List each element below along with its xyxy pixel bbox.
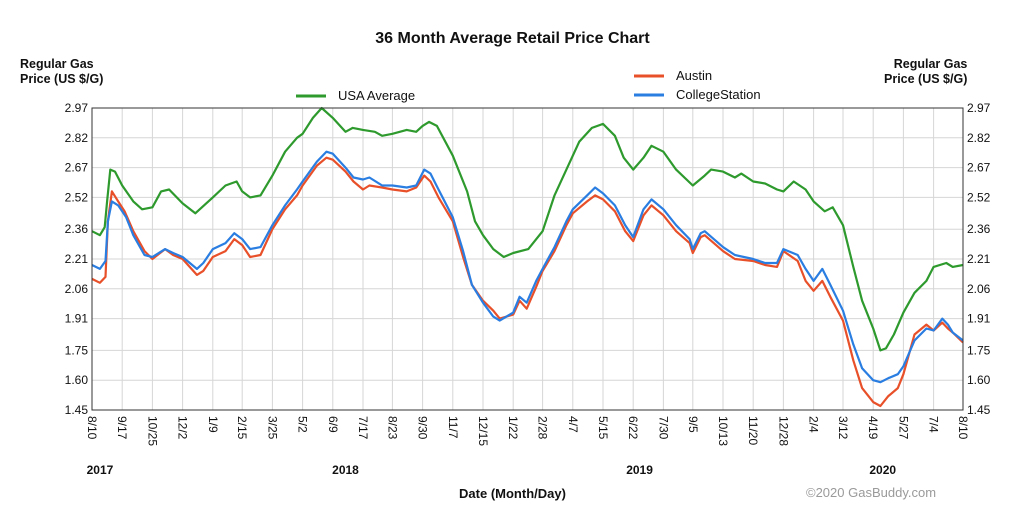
y-tick-label-right: 1.91	[967, 312, 991, 326]
x-tick-label: 12/2	[176, 416, 190, 440]
y-tick-label-right: 1.75	[967, 343, 991, 357]
x-tick-label: 9/30	[416, 416, 430, 440]
chart-legend: USA Average Austin CollegeStation	[296, 68, 761, 103]
x-tick-label: 7/30	[656, 416, 670, 440]
y-axis-title-right-line1: Regular Gas	[893, 57, 968, 71]
y-axis-title-left: Regular Gas Price (US $/G)	[20, 57, 103, 87]
x-tick-label: 8/23	[385, 416, 399, 440]
y-tick-label-left: 2.97	[65, 101, 89, 115]
legend-label-austin: Austin	[676, 68, 712, 83]
x-tick-label: 9/5	[686, 416, 700, 433]
x-tick-label: 2/28	[536, 416, 550, 440]
y-tick-label-right: 1.45	[967, 403, 991, 417]
y-tick-label-left: 2.06	[65, 282, 89, 296]
x-tick-label: 1/9	[206, 416, 220, 433]
legend-label-collegestation: CollegeStation	[676, 87, 761, 102]
x-tick-label: 7/17	[356, 416, 370, 440]
series-line-collegestation	[91, 150, 964, 384]
y-axis-title-left-line1: Regular Gas	[20, 57, 94, 71]
x-tick-label: 10/25	[145, 416, 159, 446]
plot-frame	[91, 107, 964, 411]
year-labels: 2017 2018 2019 2020	[87, 463, 897, 477]
y-tick-label-right: 2.82	[967, 131, 991, 145]
x-axis-ticks: 8/10 9/17 10/25 12/2 1/9 2/15 3/25 5/2 6/9 7/17 8/…	[85, 416, 970, 446]
x-tick-label: 6/22	[626, 416, 640, 440]
x-tick-label: 11/20	[746, 416, 760, 445]
year-label: 2018	[332, 463, 359, 477]
x-tick-label: 12/15	[476, 416, 490, 446]
x-tick-label: 1/22	[506, 416, 520, 440]
y-tick-label-left: 2.36	[65, 222, 89, 236]
y-tick-label-right: 2.52	[967, 190, 991, 204]
y-tick-label-left: 2.67	[65, 161, 89, 175]
y-tick-label-right: 2.21	[967, 252, 991, 266]
chart-grid	[91, 107, 964, 411]
y-tick-label-left: 2.52	[65, 190, 89, 204]
x-tick-label: 11/7	[446, 416, 460, 439]
x-tick-label: 3/25	[265, 416, 279, 440]
x-tick-label: 4/7	[566, 416, 580, 433]
x-tick-label: 7/4	[927, 416, 941, 433]
x-tick-label: 3/12	[836, 416, 850, 440]
x-tick-label: 8/10	[956, 416, 970, 440]
y-tick-label-right: 2.67	[967, 161, 991, 175]
y-tick-label-left: 2.21	[65, 252, 89, 266]
x-tick-label: 9/17	[115, 416, 129, 440]
x-tick-label: 2/4	[807, 416, 821, 433]
y-tick-label-right: 2.06	[967, 282, 991, 296]
y-tick-label-left: 1.91	[65, 312, 89, 326]
y-axis-title-right-line2: Price (US $/G)	[884, 72, 968, 86]
y-tick-label-right: 1.60	[967, 373, 991, 387]
x-tick-label: 8/10	[85, 416, 99, 440]
x-tick-label: 5/15	[596, 416, 610, 440]
y-tick-label-left: 2.82	[65, 131, 89, 145]
y-tick-label-right: 2.97	[967, 101, 991, 115]
credit-text: ©2020 GasBuddy.com	[806, 485, 937, 500]
y-tick-label-left: 1.60	[65, 373, 89, 387]
x-tick-label: 5/2	[296, 416, 310, 433]
series-line-usa-average	[91, 106, 964, 352]
x-tick-label: 10/13	[716, 416, 730, 446]
year-label: 2020	[869, 463, 896, 477]
y-axis-ticks: 2.97 2.97 2.82 2.82 2.67 2.67 2.52 2.52 2.36 2.36…	[65, 101, 991, 417]
y-tick-label-left: 1.45	[65, 403, 89, 417]
legend-label-usa-average: USA Average	[338, 88, 415, 103]
x-tick-label: 6/9	[326, 416, 340, 433]
chart-series	[91, 106, 964, 408]
y-tick-label-left: 1.75	[65, 343, 89, 357]
series-line-austin	[91, 156, 964, 408]
year-label: 2019	[626, 463, 653, 477]
x-tick-label: 4/19	[866, 416, 880, 440]
y-tick-label-right: 2.36	[967, 222, 991, 236]
x-axis-title: Date (Month/Day)	[459, 486, 566, 501]
y-axis-title-left-line2: Price (US $/G)	[20, 72, 104, 86]
x-tick-label: 12/28	[776, 416, 790, 446]
y-axis-title-right: Regular Gas Price (US $/G)	[884, 57, 967, 87]
chart-title: 36 Month Average Retail Price Chart	[375, 30, 650, 47]
x-tick-label: 2/15	[235, 416, 249, 440]
year-label: 2017	[87, 463, 114, 477]
x-tick-label: 5/27	[896, 416, 910, 440]
